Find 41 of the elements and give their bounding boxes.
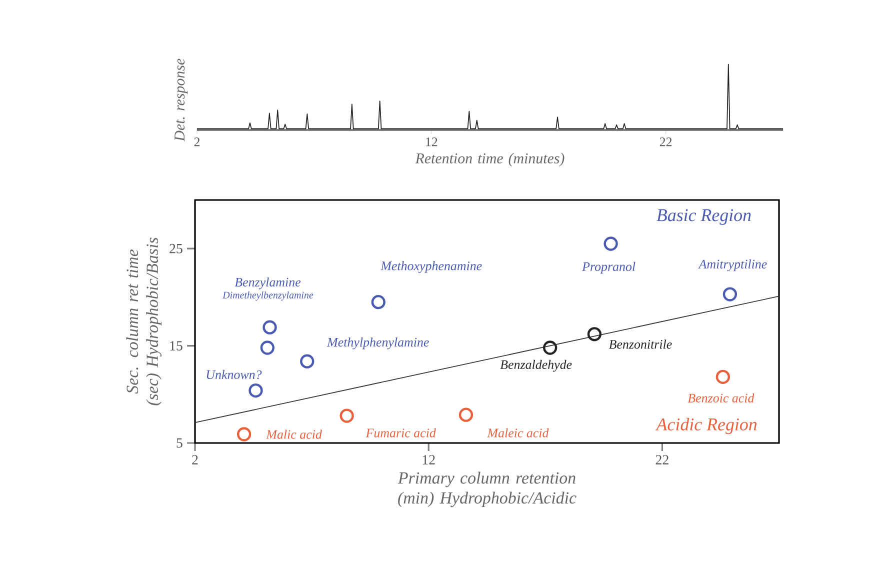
point	[248, 383, 263, 398]
x-tick-label: 22	[660, 138, 672, 146]
annotation: Benzoic acid	[688, 393, 754, 402]
annotation: Benzylamine	[234, 277, 301, 290]
point	[300, 354, 314, 368]
annotation: Propranol	[582, 262, 636, 274]
y-tick-label: 15	[170, 341, 182, 350]
annotation: Malic acid	[266, 430, 322, 439]
x-tick-label: 12	[422, 455, 435, 464]
point	[716, 370, 730, 384]
annotation: Fumaric acid	[366, 428, 436, 438]
point	[604, 236, 618, 251]
annotation: Dimetheylbenzylamine	[222, 291, 314, 301]
x-tick-label: 22	[656, 455, 668, 464]
annotation: Methoxyphenamine	[380, 261, 482, 273]
x-axis-title: Primary column retention (min) Hydrophobic/Acidic	[398, 472, 576, 508]
annotation: Benzaldehyde	[500, 360, 572, 372]
y-axis-title: Sec. column ret time (sec) Hydrophobic/Basis	[126, 238, 162, 406]
point	[236, 427, 252, 442]
x-tick-label: 12	[426, 138, 438, 146]
annotation: Methylphenylamine	[326, 337, 429, 350]
annotation: Basic Region	[656, 209, 751, 225]
point	[260, 340, 274, 355]
annotation: Maleic acid	[487, 428, 549, 438]
y-tick-label: 5	[176, 438, 182, 448]
point	[371, 294, 386, 310]
point	[587, 327, 602, 342]
y-tick-label: 25	[170, 244, 182, 254]
y-axis-title: Det. response	[174, 58, 188, 142]
point	[543, 340, 558, 355]
point	[722, 287, 738, 302]
x-tick-label: 2	[192, 455, 198, 464]
x-axis-title: Retention time (minutes)	[415, 152, 564, 166]
annotation: Acidic Region	[655, 418, 757, 434]
annotation: Unknown?	[206, 370, 262, 380]
x-tick-label: 2	[194, 138, 200, 146]
annotation: Amitryptiline	[698, 259, 767, 272]
annotation: Benzonitrile	[608, 340, 672, 349]
point	[262, 320, 277, 334]
point	[340, 408, 354, 423]
point	[458, 408, 474, 422]
